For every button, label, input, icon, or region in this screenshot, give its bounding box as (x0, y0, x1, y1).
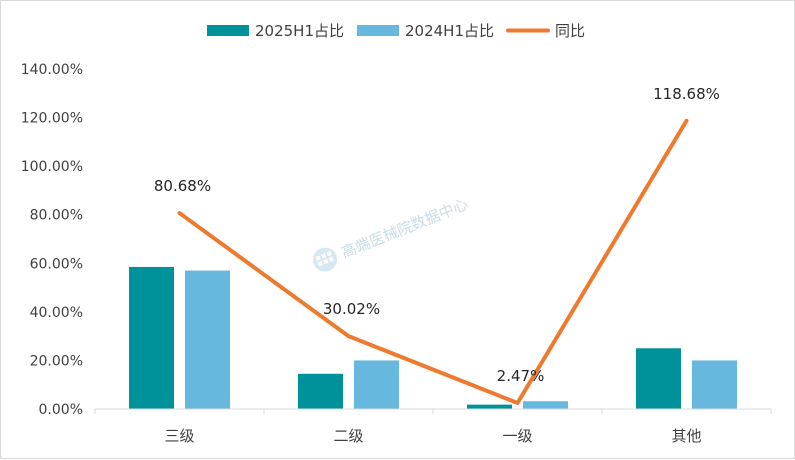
y-tick-label: 60.00% (30, 256, 83, 272)
bar-2025h1 (298, 373, 343, 409)
y-tick-label: 120.00% (21, 111, 83, 127)
category-label: 其他 (671, 427, 701, 445)
y-axis: 0.00% 20.00% 40.00% 60.00% 80.00% 100.00% 120.… (21, 62, 83, 418)
watermark-logo-icon (313, 247, 338, 272)
y-tick-label: 100.00% (21, 159, 83, 175)
yoy-line (177, 118, 689, 406)
y-tick-label: 0.00% (39, 402, 83, 418)
bar-2025h1 (129, 266, 174, 409)
yoy-data-label: 30.02% (323, 300, 380, 318)
bar-2025h1 (636, 348, 681, 409)
y-tick-label: 80.00% (30, 208, 83, 224)
legend-label: 同比 (555, 22, 585, 40)
yoy-data-label: 2.47% (497, 367, 545, 385)
y-tick-label: 20.00% (30, 353, 83, 369)
legend-swatch (357, 25, 399, 36)
bar-2024h1 (354, 360, 399, 409)
legend-label: 2025H1占比 (255, 22, 344, 40)
data-labels: 80.68% 30.02% 2.47% 118.68% (154, 85, 720, 385)
bars (129, 266, 737, 409)
yoy-data-label: 118.68% (653, 85, 720, 103)
bar-2024h1 (185, 270, 230, 409)
bar-2025h1 (467, 404, 512, 409)
yoy-line-series (177, 118, 689, 406)
legend-label: 2024H1占比 (405, 22, 494, 40)
y-tick-label: 40.00% (30, 305, 83, 321)
y-tick-label: 140.00% (21, 62, 83, 78)
watermark: 高端医械院数据中心 (313, 195, 471, 272)
x-axis: 三级 二级 一级 其他 (94, 408, 772, 445)
bar-2024h1 (523, 401, 568, 409)
category-label: 三级 (164, 427, 194, 445)
bar-2024h1 (692, 360, 737, 409)
category-label: 一级 (502, 427, 532, 445)
watermark-text: 高端医械院数据中心 (339, 195, 471, 262)
category-label: 二级 (333, 427, 363, 445)
legend-swatch (207, 25, 249, 36)
legend: 2025H1占比 2024H1占比 同比 (207, 22, 585, 40)
yoy-data-label: 80.68% (154, 177, 211, 195)
